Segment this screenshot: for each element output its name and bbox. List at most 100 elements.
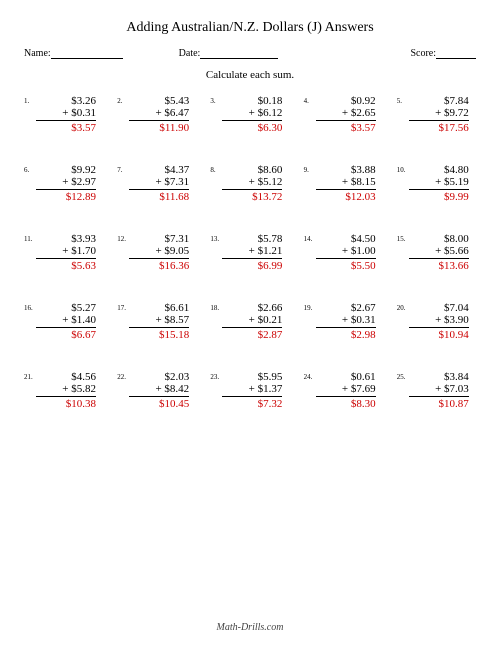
- problem-number: 20.: [397, 302, 409, 312]
- score-field: Score:: [410, 48, 476, 59]
- problem-stack: $8.00+ $5.66$13.66: [409, 233, 469, 272]
- problem-stack: $7.31+ $9.05$16.36: [129, 233, 189, 272]
- problem-number: 19.: [304, 302, 316, 312]
- date-blank[interactable]: [200, 48, 278, 59]
- addend-top: $5.27: [36, 302, 96, 314]
- problem-stack: $5.27+ $1.40$6.67: [36, 302, 96, 341]
- answer: $10.87: [409, 397, 469, 410]
- problem: 23.$5.95+ $1.37$7.32: [210, 371, 289, 410]
- score-blank[interactable]: [436, 48, 476, 59]
- date-field: Date:: [179, 48, 279, 59]
- problem-number: 24.: [304, 371, 316, 381]
- addend-top: $7.04: [409, 302, 469, 314]
- addend-bottom: + $0.31: [316, 314, 376, 328]
- problem: 13.$5.78+ $1.21$6.99: [210, 233, 289, 272]
- problem-stack: $5.43+ $6.47$11.90: [129, 95, 189, 134]
- addend-bottom: + $9.72: [409, 107, 469, 121]
- problem-number: 15.: [397, 233, 409, 243]
- addend-top: $2.03: [129, 371, 189, 383]
- answer: $10.45: [129, 397, 189, 410]
- answer: $6.99: [222, 259, 282, 272]
- addend-top: $4.50: [316, 233, 376, 245]
- problem-number: 5.: [397, 95, 409, 105]
- addend-bottom: + $7.69: [316, 383, 376, 397]
- addend-top: $2.66: [222, 302, 282, 314]
- addend-top: $3.93: [36, 233, 96, 245]
- page-title: Adding Australian/N.Z. Dollars (J) Answe…: [24, 20, 476, 36]
- answer: $5.63: [36, 259, 96, 272]
- problem-stack: $3.26+ $0.31$3.57: [36, 95, 96, 134]
- addend-bottom: + $5.19: [409, 176, 469, 190]
- answer: $11.68: [129, 190, 189, 203]
- problem: 21.$4.56+ $5.82$10.38: [24, 371, 103, 410]
- date-label: Date:: [179, 48, 201, 59]
- problem: 19.$2.67+ $0.31$2.98: [304, 302, 383, 341]
- problem-stack: $3.88+ $8.15$12.03: [316, 164, 376, 203]
- problem-stack: $0.92+ $2.65$3.57: [316, 95, 376, 134]
- problem-stack: $4.50+ $1.00$5.50: [316, 233, 376, 272]
- addend-bottom: + $2.97: [36, 176, 96, 190]
- addend-top: $3.84: [409, 371, 469, 383]
- addend-bottom: + $1.70: [36, 245, 96, 259]
- problem-number: 12.: [117, 233, 129, 243]
- answer: $16.36: [129, 259, 189, 272]
- addend-bottom: + $1.00: [316, 245, 376, 259]
- problem-stack: $3.93+ $1.70$5.63: [36, 233, 96, 272]
- problem-stack: $5.78+ $1.21$6.99: [222, 233, 282, 272]
- answer: $9.99: [409, 190, 469, 203]
- problem-number: 1.: [24, 95, 36, 105]
- problem-number: 10.: [397, 164, 409, 174]
- problem: 15.$8.00+ $5.66$13.66: [397, 233, 476, 272]
- problem-number: 23.: [210, 371, 222, 381]
- answer: $11.90: [129, 121, 189, 134]
- problem: 3.$0.18+ $6.12$6.30: [210, 95, 289, 134]
- problem: 20.$7.04+ $3.90$10.94: [397, 302, 476, 341]
- addend-top: $9.92: [36, 164, 96, 176]
- problem-stack: $0.61+ $7.69$8.30: [316, 371, 376, 410]
- problem: 6.$9.92+ $2.97$12.89: [24, 164, 103, 203]
- addend-top: $2.67: [316, 302, 376, 314]
- addend-bottom: + $8.42: [129, 383, 189, 397]
- name-field: Name:: [24, 48, 123, 59]
- footer-text: Math-Drills.com: [0, 622, 500, 633]
- answer: $2.98: [316, 328, 376, 341]
- addend-top: $8.60: [222, 164, 282, 176]
- problem: 7.$4.37+ $7.31$11.68: [117, 164, 196, 203]
- problem: 14.$4.50+ $1.00$5.50: [304, 233, 383, 272]
- problem-number: 25.: [397, 371, 409, 381]
- problem: 11.$3.93+ $1.70$5.63: [24, 233, 103, 272]
- addend-bottom: + $0.31: [36, 107, 96, 121]
- problem-stack: $8.60+ $5.12$13.72: [222, 164, 282, 203]
- problem-stack: $5.95+ $1.37$7.32: [222, 371, 282, 410]
- answer: $12.03: [316, 190, 376, 203]
- problem-stack: $4.80+ $5.19$9.99: [409, 164, 469, 203]
- problem-grid: 1.$3.26+ $0.31$3.572.$5.43+ $6.47$11.903…: [24, 95, 476, 410]
- answer: $17.56: [409, 121, 469, 134]
- answer: $10.94: [409, 328, 469, 341]
- addend-top: $0.92: [316, 95, 376, 107]
- problem-number: 13.: [210, 233, 222, 243]
- problem-number: 6.: [24, 164, 36, 174]
- addend-top: $3.26: [36, 95, 96, 107]
- instruction-text: Calculate each sum.: [24, 69, 476, 81]
- name-label: Name:: [24, 48, 51, 59]
- problem-stack: $2.67+ $0.31$2.98: [316, 302, 376, 341]
- addend-bottom: + $6.47: [129, 107, 189, 121]
- name-blank[interactable]: [51, 48, 123, 59]
- addend-bottom: + $9.05: [129, 245, 189, 259]
- addend-top: $7.84: [409, 95, 469, 107]
- answer: $5.50: [316, 259, 376, 272]
- problem: 22.$2.03+ $8.42$10.45: [117, 371, 196, 410]
- addend-bottom: + $1.40: [36, 314, 96, 328]
- addend-top: $5.43: [129, 95, 189, 107]
- answer: $3.57: [36, 121, 96, 134]
- addend-bottom: + $8.57: [129, 314, 189, 328]
- problem-number: 11.: [24, 233, 36, 243]
- problem: 17.$6.61+ $8.57$15.18: [117, 302, 196, 341]
- problem: 4.$0.92+ $2.65$3.57: [304, 95, 383, 134]
- problem-number: 2.: [117, 95, 129, 105]
- addend-top: $3.88: [316, 164, 376, 176]
- problem-stack: $2.66+ $0.21$2.87: [222, 302, 282, 341]
- addend-bottom: + $7.03: [409, 383, 469, 397]
- problem-stack: $7.84+ $9.72$17.56: [409, 95, 469, 134]
